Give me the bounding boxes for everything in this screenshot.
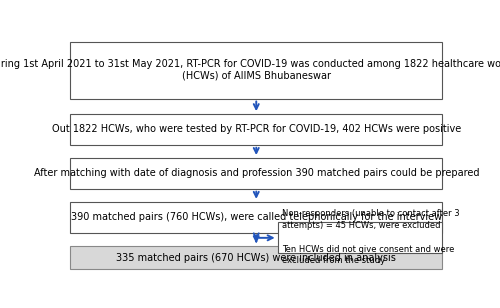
Text: During 1st April 2021 to 31st May 2021, RT-PCR for COVID-19 was conducted among : During 1st April 2021 to 31st May 2021, …: [0, 59, 500, 81]
Text: After matching with date of diagnosis and profession 390 matched pairs could be : After matching with date of diagnosis an…: [34, 168, 479, 178]
FancyBboxPatch shape: [70, 158, 442, 189]
FancyBboxPatch shape: [70, 42, 442, 99]
Text: Non-responders (unable to contact after 3
attempts) = 45 HCWs, were excluded

Te: Non-responders (unable to contact after …: [282, 209, 460, 265]
FancyBboxPatch shape: [70, 246, 442, 270]
Text: 335 matched pairs (670 HCWs) were included in analysis: 335 matched pairs (670 HCWs) were includ…: [116, 253, 396, 262]
Text: Out 1822 HCWs, who were tested by RT-PCR for COVID-19, 402 HCWs were positive: Out 1822 HCWs, who were tested by RT-PCR…: [52, 124, 461, 135]
FancyBboxPatch shape: [278, 222, 442, 253]
FancyBboxPatch shape: [70, 202, 442, 233]
FancyBboxPatch shape: [70, 114, 442, 145]
Text: 390 matched pairs (760 HCWs), were called telephonically for the interview: 390 matched pairs (760 HCWs), were calle…: [70, 212, 442, 222]
